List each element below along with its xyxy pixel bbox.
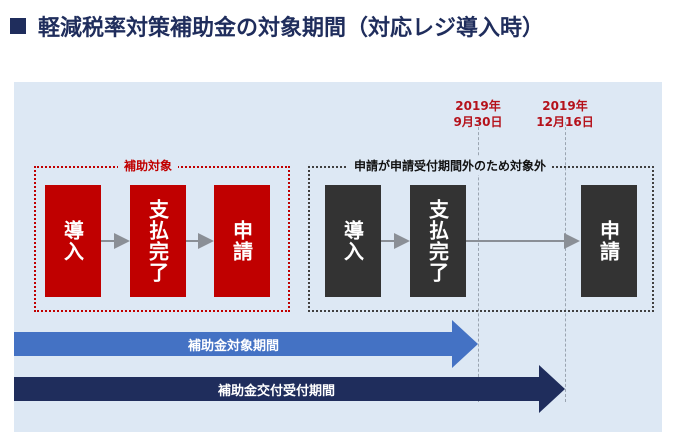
subsidy-period-arrow [14,320,478,368]
ineligible-group-box: 申請が申請受付期間外のため対象外 [308,157,654,312]
eligible-group-box: 補助対象 [34,157,290,312]
application-period-label: 補助金交付受付期間 [218,384,336,399]
step-label: 申請 [229,220,254,262]
step-label: 申請 [596,220,621,262]
step-payment-complete: 支払完了 [410,185,466,297]
step-label: 支払完了 [425,199,450,283]
step-label: 導入 [340,220,365,262]
date-line-sep30 [478,122,479,402]
step-label: 導入 [60,220,85,262]
date-line-dec16 [565,122,566,402]
title-bullet-icon [10,18,26,34]
date-year: 2019年 [455,99,501,113]
ineligible-group-label: 申請が申請受付期間外のため対象外 [348,157,553,175]
date-year: 2019年 [542,99,588,113]
step-label: 支払完了 [145,199,170,283]
subsidy-period-label: 補助金対象期間 [188,339,280,354]
step-payment-complete: 支払完了 [130,185,186,297]
eligible-group-label: 補助対象 [118,157,179,175]
page-title: 軽減税率対策補助金の対象期間（対応レジ導入時） [38,16,545,41]
title-row: 軽減税率対策補助金の対象期間（対応レジ導入時） [10,6,544,46]
step-apply: 申請 [581,185,637,297]
application-period-arrow [14,365,565,413]
step-install: 導入 [325,185,381,297]
step-install: 導入 [45,185,101,297]
step-apply: 申請 [214,185,270,297]
